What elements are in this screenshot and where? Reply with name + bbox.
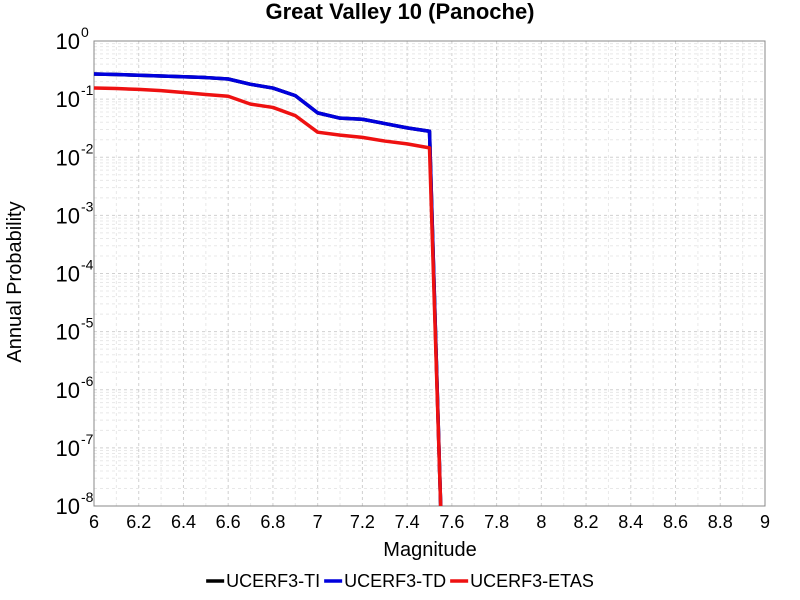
legend-item: UCERF3-TD (324, 571, 446, 591)
y-tick-label: 10 -4 (56, 257, 94, 287)
y-tick-base: 10 (56, 203, 80, 228)
x-tick-label: 7.2 (350, 512, 375, 532)
y-tick-base: 10 (56, 320, 80, 345)
legend-item: UCERF3-TI (206, 571, 320, 591)
chart-title: Great Valley 10 (Panoche) (265, 0, 534, 24)
y-tick-exponent: -8 (81, 489, 94, 505)
x-tick-label: 6.8 (260, 512, 285, 532)
series-line-ucerf3-ti (93, 72, 443, 507)
x-axis-label: Magnitude (383, 539, 476, 561)
legend: UCERF3-TI UCERF3-TD UCERF3-ETAS (206, 571, 594, 591)
x-tick-label: 8.2 (574, 512, 599, 532)
grid-minor (94, 41, 765, 506)
y-tick-label: 10 -3 (56, 198, 94, 228)
x-tick-label: 8 (536, 512, 546, 532)
x-tick-label: 8.8 (708, 512, 733, 532)
y-tick-label: 10 -6 (56, 373, 94, 403)
y-tick-exponent: -2 (81, 140, 94, 156)
y-tick-exponent: -5 (81, 315, 94, 331)
x-tick-label: 7.4 (395, 512, 420, 532)
x-tick-label: 7.6 (439, 512, 464, 532)
y-tick-label: 10 -8 (56, 489, 94, 519)
x-tick-label: 6.6 (216, 512, 241, 532)
series-line-ucerf3-etas (93, 86, 443, 507)
legend-label: UCERF3-ETAS (470, 571, 594, 591)
y-tick-label: 10 -5 (56, 315, 94, 345)
y-tick-base: 10 (56, 262, 80, 287)
y-tick-exponent: -4 (81, 257, 94, 273)
x-axis-ticks: 6 6.2 6.4 6.6 6.8 7 7.2 7.4 7.6 7.8 8 8.2 8.4 8.6 8.8 9 (89, 512, 770, 532)
y-tick-base: 10 (56, 29, 80, 54)
y-tick-label: 10 -1 (56, 82, 94, 112)
x-tick-label: 6 (89, 512, 99, 532)
y-tick-label: 10 -2 (56, 140, 94, 170)
x-tick-label: 8.6 (663, 512, 688, 532)
y-tick-base: 10 (56, 436, 80, 461)
y-tick-label: 10 -7 (56, 431, 94, 461)
x-tick-label: 7.8 (484, 512, 509, 532)
y-tick-base: 10 (56, 145, 80, 170)
legend-item: UCERF3-ETAS (450, 571, 594, 591)
x-tick-label: 8.4 (618, 512, 643, 532)
y-axis-label: Annual Probability (4, 201, 26, 362)
y-tick-exponent: -6 (81, 373, 94, 389)
y-tick-base: 10 (56, 87, 80, 112)
series-line-ucerf3-td (93, 72, 443, 507)
grid-major (93, 41, 766, 507)
y-tick-exponent: 0 (81, 24, 89, 40)
y-tick-exponent: -3 (81, 198, 94, 214)
plot-frame (93, 40, 766, 507)
x-tick-label: 7 (313, 512, 323, 532)
x-tick-label: 9 (760, 512, 770, 532)
y-tick-label: 10 0 (56, 24, 89, 54)
legend-label: UCERF3-TD (344, 571, 446, 591)
series-layer (93, 72, 443, 507)
y-tick-exponent: -7 (81, 431, 94, 447)
legend-label: UCERF3-TI (226, 571, 320, 591)
x-tick-label: 6.2 (126, 512, 151, 532)
x-tick-label: 6.4 (171, 512, 196, 532)
y-tick-base: 10 (56, 378, 80, 403)
y-tick-exponent: -1 (81, 82, 94, 98)
y-tick-base: 10 (56, 494, 80, 519)
